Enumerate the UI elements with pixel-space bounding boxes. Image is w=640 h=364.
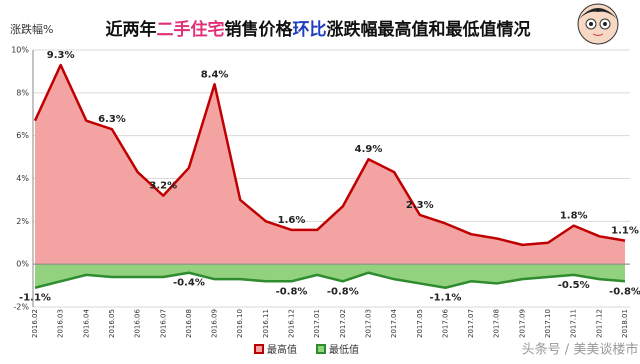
x-tick-label: 2016.09 xyxy=(211,309,219,338)
data-label: 6.3% xyxy=(98,114,126,125)
x-tick-label: 2017.05 xyxy=(416,309,424,338)
line xyxy=(33,63,626,247)
x-tick-label: 2016.03 xyxy=(57,309,65,338)
x-tick-label: 2017.01 xyxy=(313,309,321,338)
x-tick-label: 2017.06 xyxy=(441,309,449,338)
mascot-icon xyxy=(577,3,619,45)
data-label: -0.8% xyxy=(327,286,359,297)
x-tick-label: 2017.09 xyxy=(518,309,526,338)
data-label: -0.5% xyxy=(558,280,590,291)
title-part: 销售价格 xyxy=(225,19,294,40)
legend-label: 最低值 xyxy=(329,343,359,356)
legend-swatch xyxy=(316,344,326,354)
x-tick-label: 2017.07 xyxy=(467,309,475,338)
y-tick-label: 6% xyxy=(16,131,29,140)
title-part: 环比 xyxy=(293,19,327,40)
y-tick-label: -2% xyxy=(13,303,29,312)
x-tick-label: 2016.12 xyxy=(288,309,296,338)
y-axis-label: 涨跌幅% xyxy=(10,22,53,36)
data-label: -1.1% xyxy=(19,293,51,304)
chart-title: 近两年二手住宅销售价格环比涨跌幅最高值和最低值情况 xyxy=(106,19,531,40)
title-part: 二手住宅 xyxy=(157,19,225,40)
data-label: -0.8% xyxy=(276,286,308,297)
y-tick-label: 0% xyxy=(16,260,29,269)
data-label: -0.4% xyxy=(173,278,205,289)
y-tick-label: 8% xyxy=(16,88,29,97)
y-tick-label: 4% xyxy=(16,174,29,183)
x-tick-label: 2017.11 xyxy=(570,309,578,338)
data-label: 2.3% xyxy=(406,200,434,211)
y-tick-label: 2% xyxy=(16,217,29,226)
data-label: 1.1% xyxy=(611,226,639,237)
data-label: 4.9% xyxy=(355,144,383,155)
x-tick-label: 2017.03 xyxy=(364,309,372,338)
area xyxy=(35,64,625,265)
x-tick-label: 2016.06 xyxy=(134,309,142,338)
title-part: 近两年 xyxy=(106,19,157,40)
x-tick-label: 2018.01 xyxy=(621,309,629,338)
x-tick-label: 2016.10 xyxy=(236,309,244,338)
x-tick-label: 2017.02 xyxy=(339,309,347,338)
area xyxy=(35,264,625,288)
x-tick-label: 2017.08 xyxy=(493,309,501,338)
watermark: 头条号 / 美美谈楼市 xyxy=(522,342,639,358)
x-tick-label: 2016.07 xyxy=(159,309,167,338)
data-label: -1.1% xyxy=(429,293,461,304)
x-tick-label: 2016.05 xyxy=(108,309,116,338)
x-tick-label: 2016.04 xyxy=(82,309,90,338)
legend-swatch xyxy=(254,344,264,354)
x-tick-label: 2016.02 xyxy=(31,309,39,338)
x-tick-label: 2017.10 xyxy=(544,309,552,338)
title-part: 涨跌幅最高值和最低值情况 xyxy=(327,19,531,40)
data-label: 1.6% xyxy=(278,215,306,226)
line xyxy=(34,271,626,289)
data-label: 1.8% xyxy=(560,211,588,222)
data-label: -0.8% xyxy=(609,286,640,297)
x-tick-label: 2016.11 xyxy=(262,309,270,338)
x-tick-label: 2017.12 xyxy=(595,309,603,338)
x-tick-label: 2017.04 xyxy=(390,309,398,338)
data-label: 8.4% xyxy=(201,69,229,80)
data-label: 9.3% xyxy=(47,50,75,61)
y-tick-label: 10% xyxy=(11,46,29,55)
x-tick-label: 2016.08 xyxy=(185,309,193,338)
data-label: 3.2% xyxy=(149,181,177,192)
legend-label: 最高值 xyxy=(267,343,297,356)
